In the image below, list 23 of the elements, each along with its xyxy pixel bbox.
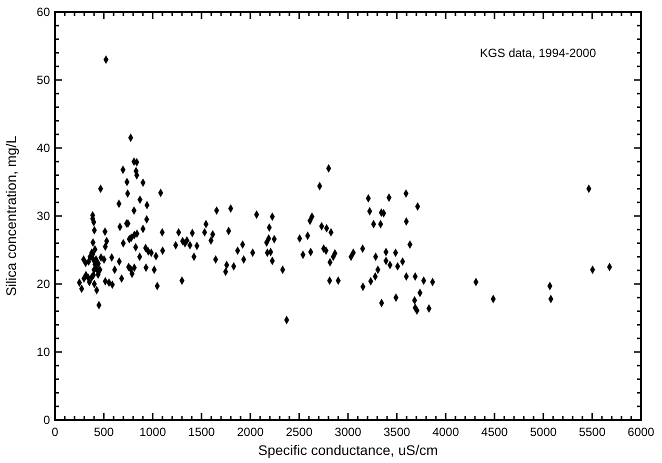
x-tick-label: 1000 — [139, 425, 166, 439]
y-tick-label: 20 — [36, 277, 50, 292]
y-tick-label: 40 — [36, 141, 50, 156]
y-axis-title: Silica concentration, mg/L — [3, 136, 19, 296]
y-tick-label: 50 — [36, 73, 50, 88]
x-axis-title: Specific conductance, uS/cm — [258, 442, 438, 458]
x-tick-label: 500 — [94, 425, 114, 439]
x-tick-label: 0 — [52, 425, 59, 439]
y-tick-label: 10 — [36, 345, 50, 360]
x-tick-label: 2500 — [286, 425, 313, 439]
x-tick-label: 2000 — [236, 425, 264, 439]
annotation: KGS data, 1994-2000 — [480, 46, 596, 60]
y-tick-label: 0 — [43, 413, 50, 428]
x-tick-label: 5500 — [578, 425, 606, 439]
y-tick-label: 30 — [36, 209, 50, 224]
y-tick-label: 60 — [36, 5, 50, 20]
x-tick-label: 1500 — [188, 425, 216, 439]
x-tick-label: 3000 — [334, 425, 362, 439]
x-tick-label: 6000 — [628, 425, 655, 439]
x-tick-label: 4500 — [481, 425, 508, 439]
x-tick-label: 5000 — [530, 425, 558, 439]
x-tick-label: 3500 — [383, 425, 411, 439]
x-tick-label: 4000 — [432, 425, 460, 439]
